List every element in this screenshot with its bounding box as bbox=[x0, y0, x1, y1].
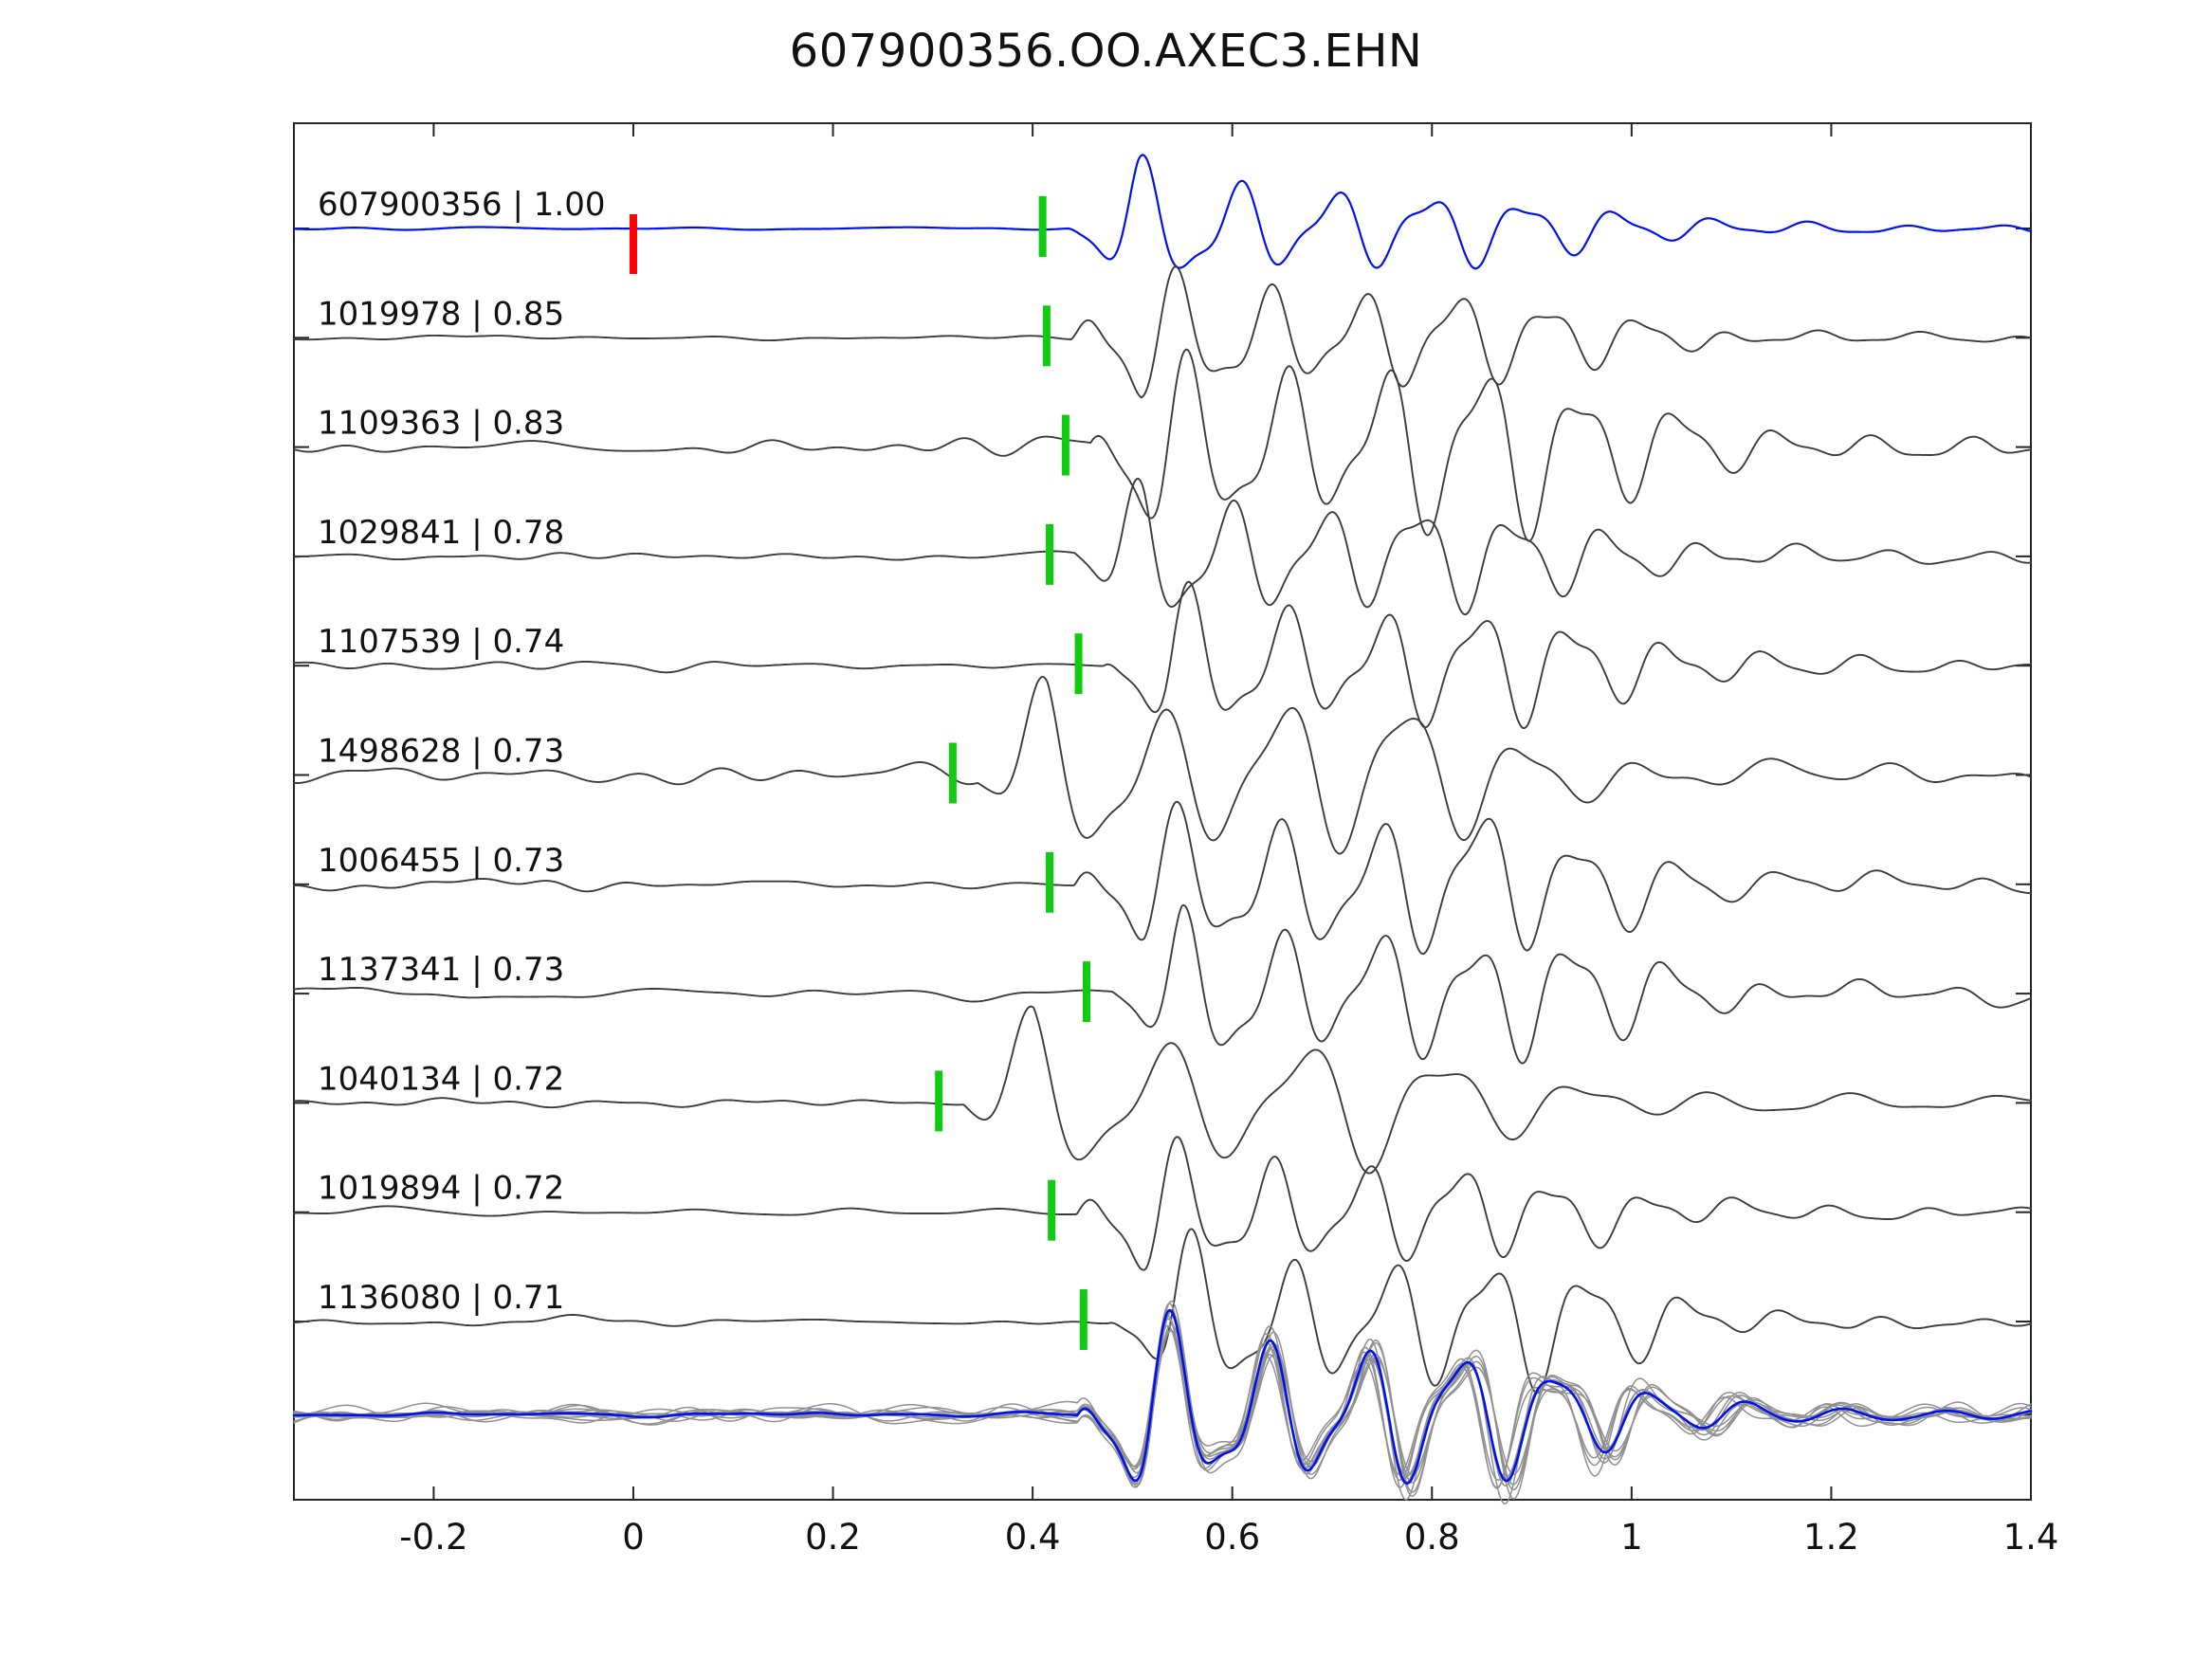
overlay-trace bbox=[293, 1303, 2032, 1504]
pick-marker bbox=[935, 1070, 943, 1132]
match-waveform bbox=[293, 1136, 2032, 1271]
trace-label: 1136080 | 0.71 bbox=[318, 1279, 564, 1317]
trace-label: 1109363 | 0.83 bbox=[318, 405, 564, 443]
match-waveform bbox=[293, 1005, 2032, 1175]
pick-marker bbox=[1061, 414, 1069, 476]
pick-marker bbox=[1046, 523, 1054, 585]
axes-box bbox=[293, 122, 2032, 1501]
pick-marker bbox=[1046, 851, 1054, 913]
trace-label: 1137341 | 0.73 bbox=[318, 951, 564, 989]
pick-marker bbox=[1042, 305, 1051, 367]
overlay-trace bbox=[293, 1323, 2032, 1486]
trace-label: 1040134 | 0.72 bbox=[318, 1060, 564, 1098]
x-tick-label: 0.6 bbox=[1204, 1517, 1260, 1558]
x-tick-label: 0.8 bbox=[1404, 1517, 1460, 1558]
x-tick-label: 1.2 bbox=[1803, 1517, 1859, 1558]
pick-marker bbox=[1074, 633, 1083, 695]
match-waveform bbox=[293, 580, 2032, 730]
pick-marker bbox=[1079, 1289, 1088, 1350]
match-waveform bbox=[293, 348, 2032, 542]
trace-label: 1107539 | 0.74 bbox=[318, 623, 564, 661]
trace-label: 1019894 | 0.72 bbox=[318, 1170, 564, 1208]
match-waveform bbox=[293, 903, 2032, 1065]
pick-marker bbox=[1048, 1179, 1056, 1241]
trace-label: 1498628 | 0.73 bbox=[318, 733, 564, 771]
trace-label: 607900356 | 1.00 bbox=[318, 186, 605, 224]
x-tick-label: -0.2 bbox=[399, 1517, 467, 1558]
x-tick-label: 0.4 bbox=[1005, 1517, 1061, 1558]
match-waveform bbox=[293, 800, 2032, 956]
trace-label: 1019978 | 0.85 bbox=[318, 295, 564, 333]
match-waveform bbox=[293, 265, 2032, 399]
pick-marker bbox=[948, 742, 957, 804]
overlay-stack bbox=[292, 1308, 2033, 1485]
x-tick-label: 1.4 bbox=[2003, 1517, 2059, 1558]
template-pick-marker bbox=[629, 214, 637, 274]
template-waveform bbox=[292, 154, 2033, 270]
pick-marker bbox=[1038, 196, 1047, 257]
x-tick-label: 1 bbox=[1620, 1517, 1643, 1558]
trace-label: 1029841 | 0.78 bbox=[318, 514, 564, 552]
match-waveform bbox=[293, 478, 2032, 616]
x-tick-label: 0.2 bbox=[805, 1517, 861, 1558]
x-tick-label: 0 bbox=[622, 1517, 645, 1558]
overlay-trace bbox=[293, 1329, 2032, 1476]
figure-title: 607900356.OO.AXEC3.EHN bbox=[789, 25, 1423, 78]
match-waveform bbox=[293, 675, 2032, 855]
trace-label: 1006455 | 0.73 bbox=[318, 842, 564, 880]
overlay-trace bbox=[293, 1310, 2032, 1493]
pick-marker bbox=[1082, 961, 1090, 1023]
